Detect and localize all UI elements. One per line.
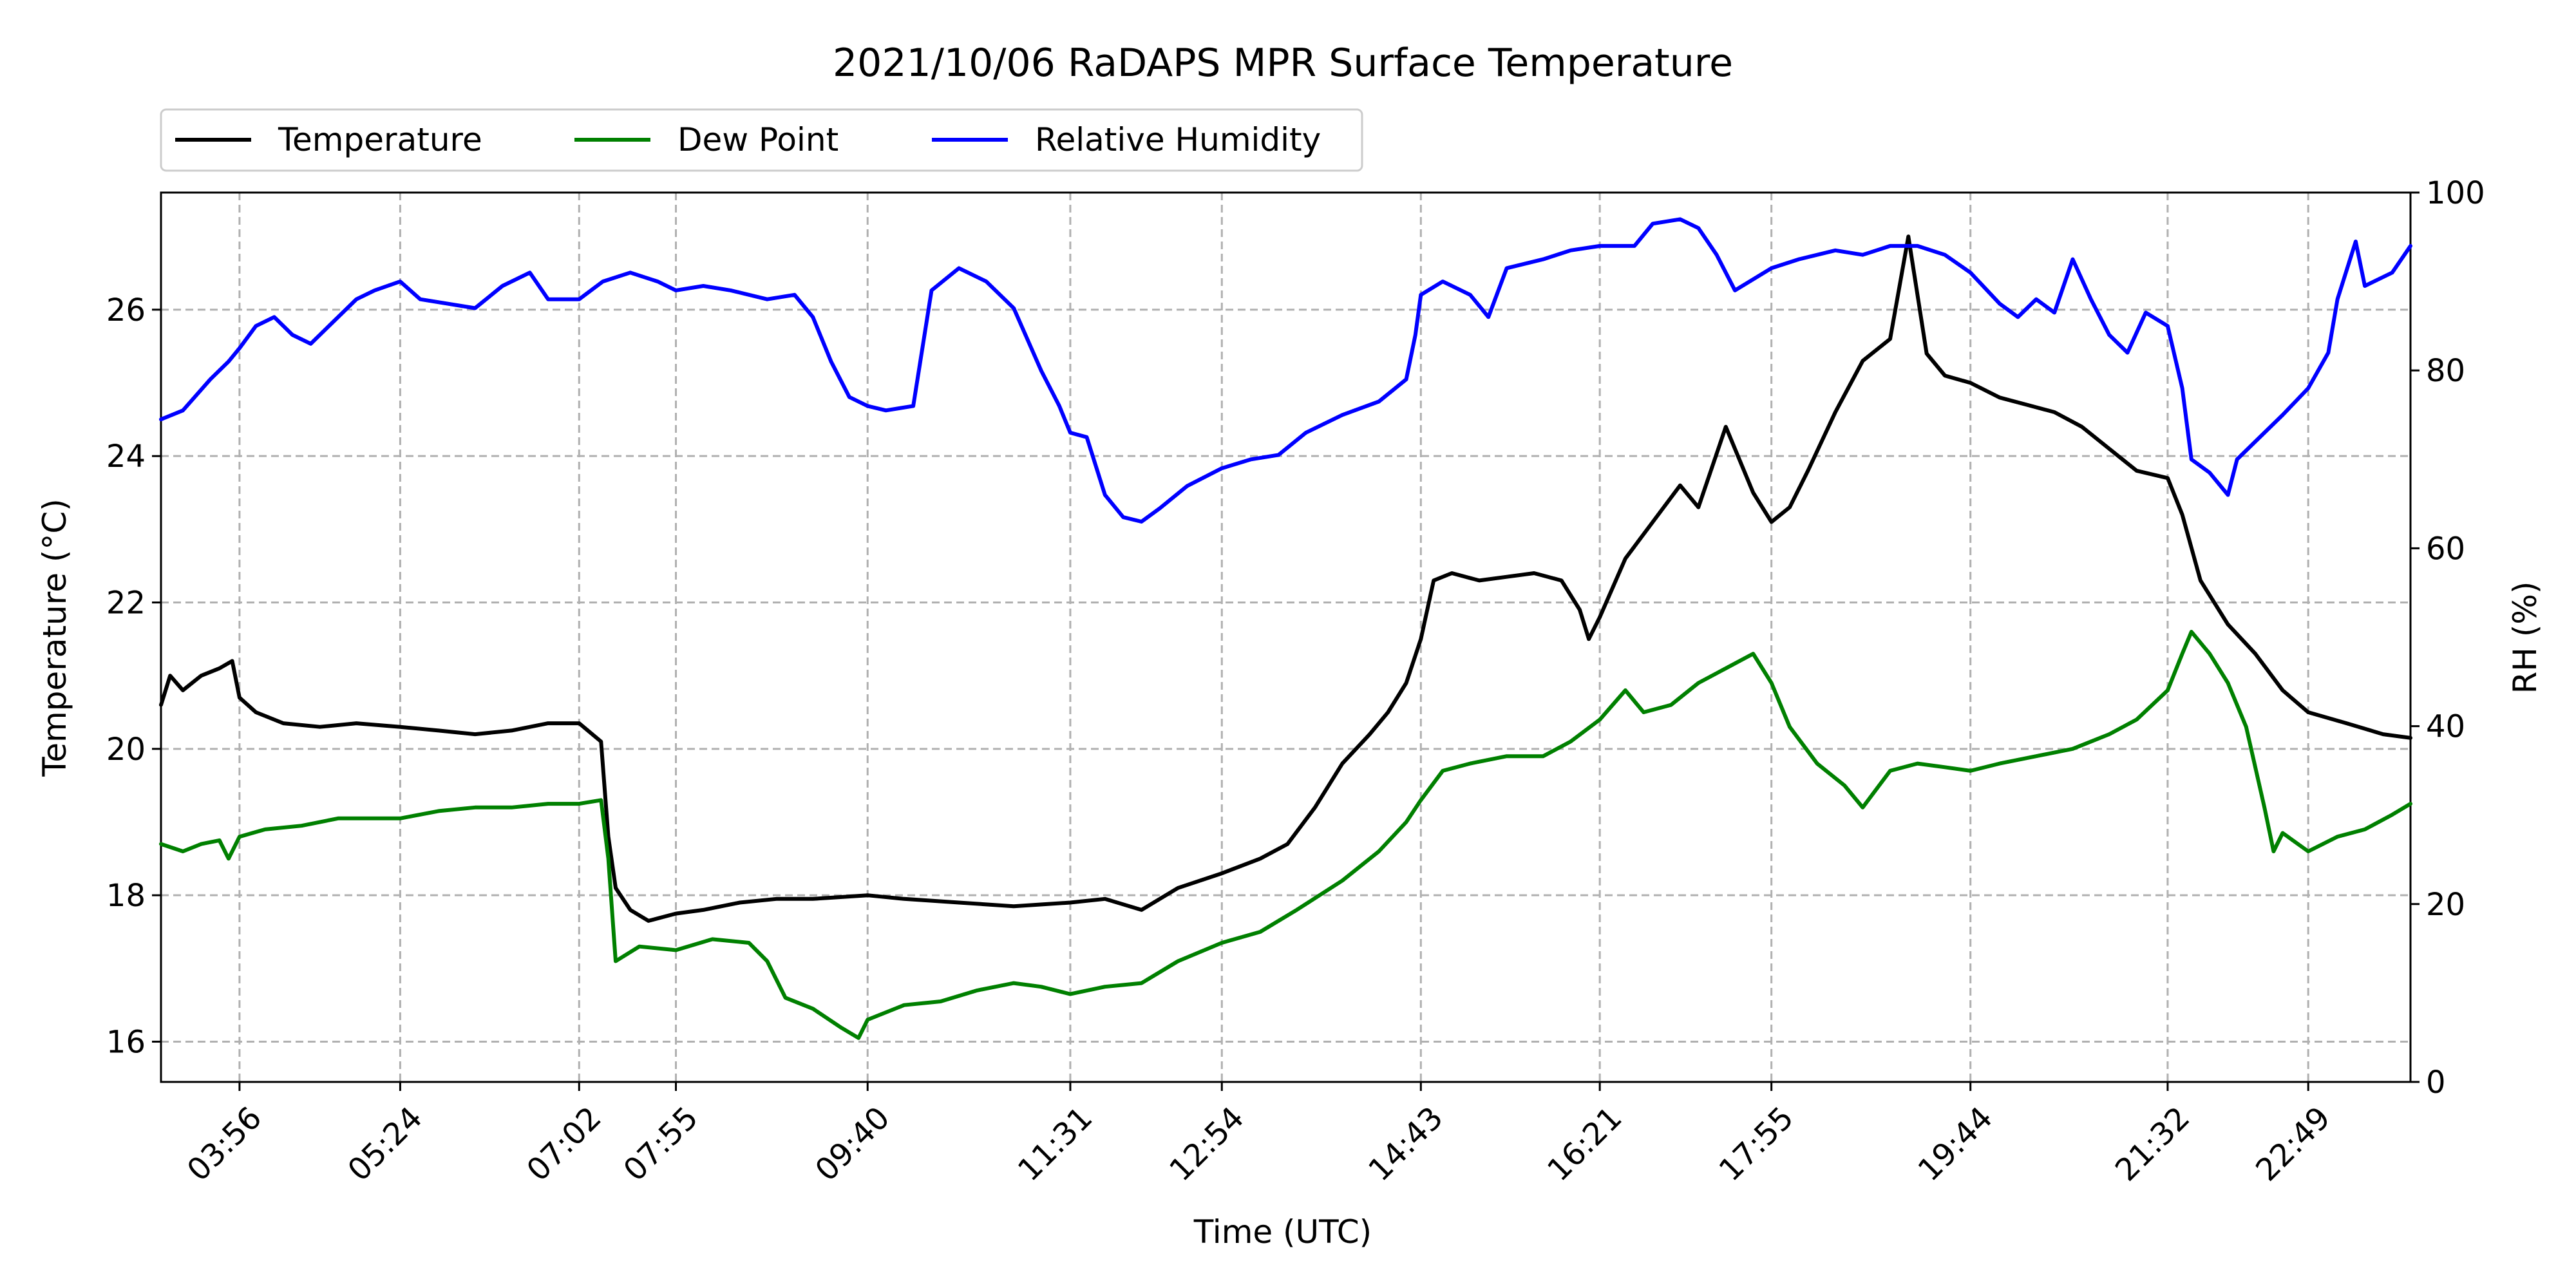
y-left-tick-label: 26 [106, 292, 146, 328]
y-left-tick-label: 22 [106, 585, 146, 621]
y-right-tick-label: 40 [2426, 709, 2465, 745]
grid [161, 193, 2410, 1082]
y-right-tick-label: 80 [2426, 353, 2465, 389]
series-lines [159, 217, 2412, 1040]
chart-title: 2021/10/06 RaDAPS MPR Surface Temperatur… [833, 41, 1733, 86]
y-axis-right-label: RH (%) [2506, 582, 2544, 694]
series-line-dew-point [159, 630, 2412, 1040]
x-tick-label: 03:56 [180, 1100, 269, 1188]
x-tick-label: 21:32 [2108, 1100, 2197, 1188]
plot-frame [160, 191, 2412, 1083]
legend-label-dew-point: Dew Point [677, 121, 838, 158]
x-tick-label: 16:21 [1540, 1100, 1629, 1188]
y-right-tick-label: 0 [2426, 1065, 2446, 1101]
y-right-tick-label: 20 [2426, 887, 2465, 923]
x-tick-label: 12:54 [1162, 1100, 1251, 1188]
y-right-tick-label: 100 [2426, 175, 2485, 211]
x-tick-label: 07:02 [520, 1100, 608, 1188]
y-left-tick-label: 24 [106, 439, 146, 475]
legend: Temperature Dew Point Relative Humidity [160, 108, 1363, 172]
series-line-temperature [159, 234, 2412, 923]
x-axis-label: Time (UTC) [1193, 1213, 1372, 1251]
series-line-relative-humidity [159, 217, 2412, 524]
axis-ticks: 03:56 05:24 07:02 07:55 09:40 11:31 12:54 14:43… [106, 175, 2485, 1188]
x-tick-label: 17:55 [1712, 1100, 1801, 1188]
legend-box [160, 108, 1363, 172]
x-tick-label: 07:55 [617, 1100, 705, 1188]
x-tick-label: 19:44 [1911, 1100, 2000, 1188]
y-right-tick-label: 60 [2426, 531, 2465, 567]
y-left-tick-label: 18 [106, 878, 146, 914]
x-tick-label: 09:40 [808, 1100, 896, 1188]
x-tick-label: 14:43 [1361, 1100, 1450, 1188]
x-tick-label: 22:49 [2249, 1100, 2337, 1188]
y-left-tick-label: 20 [106, 732, 146, 768]
x-tick-label: 05:24 [341, 1100, 429, 1188]
y-axis-left-label: Temperature (°C) [36, 498, 73, 777]
y-left-tick-label: 16 [106, 1024, 146, 1060]
legend-label-temperature: Temperature [278, 121, 482, 158]
legend-label-relative-humidity: Relative Humidity [1035, 121, 1321, 158]
x-tick-label: 11:31 [1011, 1100, 1099, 1188]
